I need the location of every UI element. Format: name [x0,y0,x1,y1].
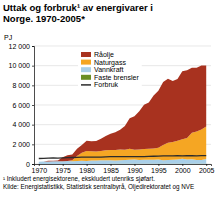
note: Kilde: Energistatistikk, Statistisk sent… [3,183,194,191]
legend-swatch [81,84,91,86]
y-tick-label: 10 000 [9,62,31,69]
legend-background [78,49,142,91]
x-tick-label: 1975 [55,167,71,174]
x-tick: 2005 [199,164,215,174]
title: Uttak og forbruk¹ av energivarer iNorge.… [3,2,153,24]
x-tick-label: 1985 [103,167,119,174]
y-tick: 6 000 [12,102,34,109]
x-tick-label: 2005 [199,167,215,174]
x-tick-mark [63,164,64,166]
legend-swatch [81,60,91,65]
y-tick-label: 6 000 [12,102,30,109]
grid [34,46,211,164]
y-tick: 8 000 [12,82,34,89]
y-axis-title: PJ [4,34,12,41]
x-tick: 2000 [175,164,191,174]
y-tick-label: 4 000 [12,121,30,128]
y-axis: 0 2 000 4 000 6 000 8 000 10 000 12 000 [9,43,35,168]
y-tick-mark [32,85,34,86]
legend-label: Forbruk [94,81,119,88]
x-tick-label: 1990 [127,167,143,174]
x-tick: 1985 [103,164,119,174]
x-axis-line [35,165,212,167]
x-tick-label: 1980 [79,167,95,174]
y-tick-label: 2 000 [12,141,30,148]
x-tick-label: 2000 [175,167,191,174]
y-tick-mark [32,46,34,47]
x-tick-mark [134,164,135,166]
x-tick: 1980 [79,164,95,174]
legend: RåoljeNaturgassVannkraftFaste brenslerFo… [78,49,142,91]
x-tick-mark [87,164,88,166]
line [39,156,206,159]
x-tick-mark [206,164,207,166]
y-tick-mark [32,105,34,106]
y-tick: 10 000 [9,62,34,69]
y-tick: 4 000 [12,121,34,128]
x-tick: 1970 [31,164,47,174]
legend-swatch [81,75,91,80]
legend-swatch [81,67,91,72]
title-line: Uttak og forbruk¹ av energivarer i [3,2,153,13]
y-axis-line [32,47,35,165]
area [39,66,206,162]
legend-swatch [81,52,91,57]
y-tick-label: 12 000 [9,43,31,50]
x-tick-label: 1995 [151,167,167,174]
chart: Uttak og forbruk¹ av energivarer iNorge.… [0,0,223,203]
x-tick: 1990 [127,164,143,174]
y-tick-mark [32,66,34,67]
x-tick: 1975 [55,164,71,174]
x-tick-label: 1970 [31,167,47,174]
x-tick-mark [39,164,40,166]
title-line: Norge. 1970-2005* [3,13,85,24]
grid-line [34,46,211,47]
y-tick-mark [32,125,34,126]
x-tick-mark [111,164,112,166]
x-tick-mark [158,164,159,166]
x-tick: 1995 [151,164,167,174]
y-tick-label: 0 [26,161,30,168]
y-tick-mark [32,144,34,145]
x-axis: 1970 1975 1980 1985 1990 1995 2000 2005 [31,164,214,174]
note-line: Kilde: Energistatistikk, Statistisk sent… [3,183,194,191]
y-tick-label: 8 000 [12,82,30,89]
plot-area [39,66,206,164]
y-tick-mark [32,164,34,165]
legend-label: Vannkraft [94,66,123,73]
y-tick: 12 000 [9,43,34,50]
legend-label: Faste brensler [94,74,139,81]
y-tick: 2 000 [12,141,34,148]
x-tick-mark [182,164,183,166]
